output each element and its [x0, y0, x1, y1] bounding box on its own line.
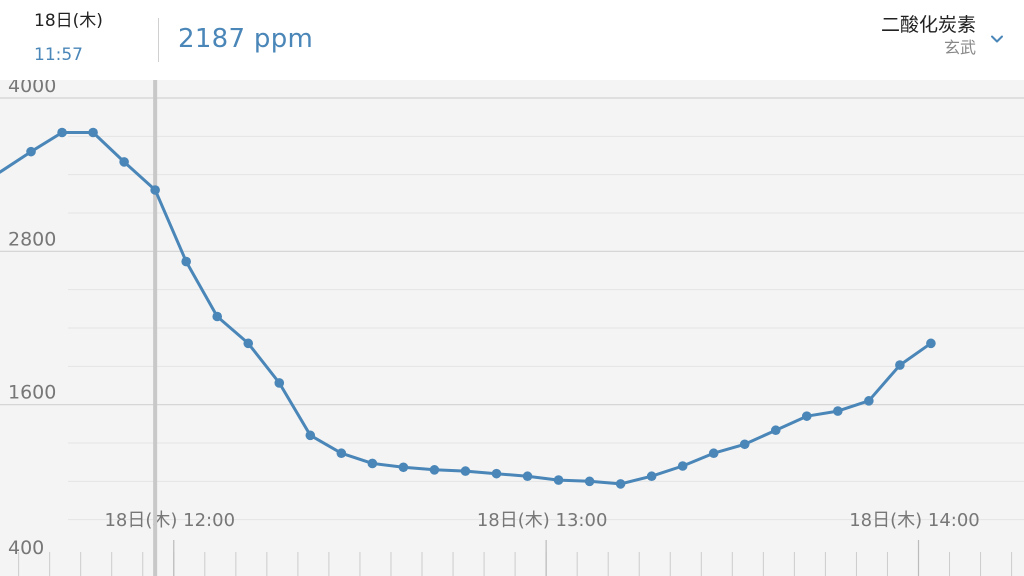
metric-labels: 二酸化炭素 玄武 [881, 12, 976, 58]
data-point[interactable] [553, 475, 564, 485]
y-tick-label: 1600 [8, 382, 56, 404]
metric-name: 二酸化炭素 [880, 14, 976, 36]
data-point[interactable] [150, 185, 160, 195]
x-tick-label: 18日(木) 12:00 [104, 510, 235, 531]
data-point[interactable] [305, 430, 316, 441]
y-tick-label: 2800 [8, 228, 56, 250]
data-point[interactable] [646, 471, 657, 482]
chart-canvas: 4000 2800 1600 400 18日(木) 12:00 18日(木) 13:00 1… [0, 80, 1024, 576]
data-point[interactable] [615, 479, 626, 489]
data-point[interactable] [26, 146, 36, 157]
x-tick-label: 18日(木) 14:00 [849, 510, 980, 531]
data-point[interactable] [864, 396, 874, 406]
current-date: 18日(木) [34, 11, 103, 31]
data-point[interactable] [57, 127, 67, 138]
data-point[interactable] [895, 360, 905, 370]
data-point[interactable] [770, 425, 781, 436]
data-point[interactable] [88, 127, 98, 138]
chevron-down-icon[interactable] [990, 32, 1004, 46]
data-point[interactable] [181, 256, 191, 267]
metric-location: 玄武 [943, 38, 976, 57]
data-point[interactable] [677, 461, 688, 471]
metric-selector[interactable]: 二酸化炭素 玄武 [881, 12, 1004, 68]
data-point[interactable] [708, 448, 719, 459]
x-tick-label: 18日(木) 13:00 [477, 510, 608, 531]
data-point[interactable] [336, 448, 347, 459]
current-datetime: 18日(木) 11:57 [34, 10, 144, 66]
co2-chart[interactable]: 4000 2800 1600 400 18日(木) 12:00 18日(木) 13:00 1… [0, 80, 1024, 576]
data-point[interactable] [491, 468, 502, 479]
data-point[interactable] [522, 471, 533, 482]
data-point[interactable] [429, 465, 440, 475]
current-reading: 2187 ppm [178, 24, 314, 54]
y-tick-label: 4000 [8, 80, 56, 97]
data-point[interactable] [367, 458, 378, 469]
data-point[interactable] [460, 466, 471, 476]
data-point[interactable] [584, 476, 595, 487]
current-time: 11:57 [34, 45, 83, 65]
header: 18日(木) 11:57 2187 ppm 二酸化炭素 玄武 [0, 0, 1024, 80]
data-point[interactable] [739, 439, 750, 450]
data-point[interactable] [801, 411, 812, 421]
data-point[interactable] [119, 157, 129, 167]
header-divider [158, 18, 159, 62]
data-point[interactable] [243, 338, 254, 349]
data-point[interactable] [833, 406, 843, 416]
y-tick-label: 400 [8, 537, 44, 559]
data-point[interactable] [926, 338, 936, 349]
data-point[interactable] [398, 462, 409, 473]
data-point[interactable] [212, 311, 223, 322]
data-point[interactable] [274, 378, 285, 388]
